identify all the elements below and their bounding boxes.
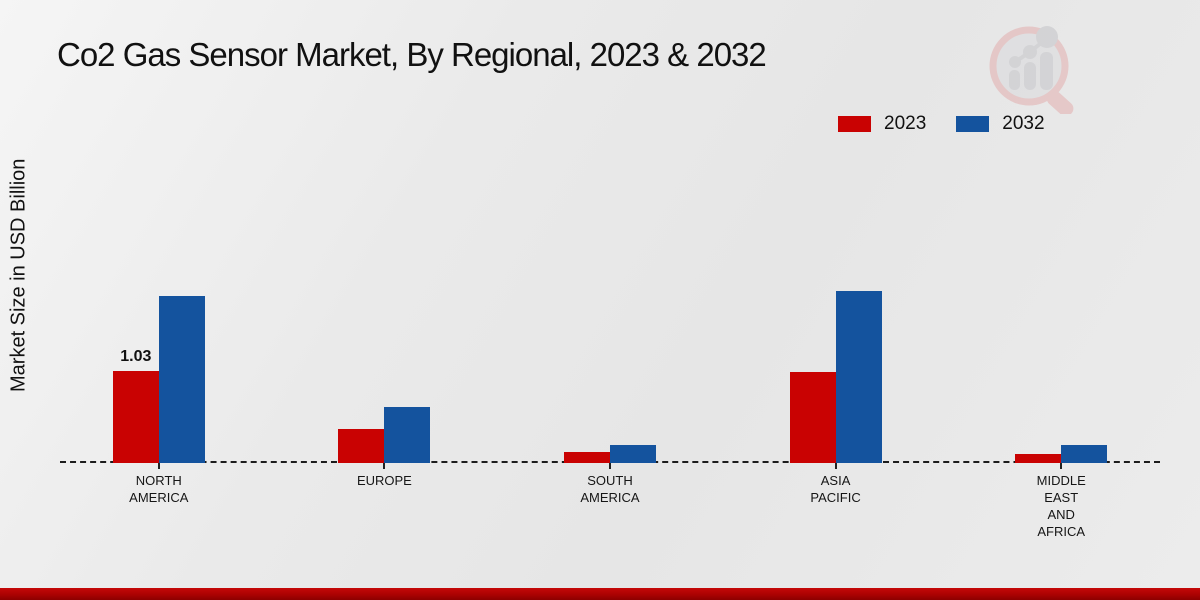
category-label-asia-pacific: ASIA PACIFIC: [810, 473, 861, 505]
x-axis-tick: [1060, 463, 1063, 469]
bar-2023-south-america: [563, 452, 610, 463]
x-axis-tick: [608, 463, 611, 469]
chart-title: Co2 Gas Sensor Market, By Regional, 2023…: [57, 36, 767, 73]
legend-label-2023: 2023: [884, 113, 927, 134]
bar-2023-europe: [338, 429, 385, 463]
legend: 2023 2032: [838, 113, 1045, 135]
bar-2032-europe: [384, 407, 431, 463]
bar-pair: [338, 100, 431, 463]
legend-swatch-2023: [838, 116, 871, 132]
x-axis-tick: [383, 463, 386, 469]
legend-item-2032: 2032: [956, 113, 1045, 135]
category-label-europe: EUROPE: [356, 473, 412, 488]
legend-label-2032: 2032: [1002, 113, 1045, 134]
bar-2032-middle-east-and-africa: [1061, 445, 1108, 463]
magnifier-chart-logo-icon: [989, 26, 1074, 114]
legend-swatch-2032: [956, 116, 990, 132]
category-group-south-america: SOUTH AMERICA: [497, 100, 723, 506]
category-group-asia-pacific: ASIA PACIFIC: [723, 100, 949, 506]
y-axis-label: Market Size in USD Billion: [7, 158, 30, 392]
legend-item-2023: 2023: [838, 113, 926, 135]
category-label-middle-east-and-africa: MIDDLE EAST AND AFRICA: [1036, 473, 1086, 539]
bar-2023-north-america: 1.03: [112, 348, 159, 463]
x-axis-tick: [834, 463, 837, 469]
bar-pair: [563, 100, 656, 463]
data-label-north-america: 1.03: [120, 348, 152, 365]
bar-2032-asia-pacific: [835, 291, 882, 463]
bar-2032-north-america: [158, 296, 205, 463]
bar-2023-asia-pacific: [789, 372, 836, 463]
bar-pair: [789, 100, 882, 463]
category-group-north-america: 1.03 NORTH AMERICA: [46, 100, 272, 506]
x-axis-tick: [157, 463, 160, 469]
category-label-south-america: SOUTH AMERICA: [580, 473, 640, 505]
category-group-europe: EUROPE: [272, 100, 498, 489]
chart-plot-area: 1.03 NORTH AMERICA EUROPE SOUTH AMERICA ASIA PA…: [46, 100, 1174, 540]
footer-accent-strip: [0, 588, 1200, 600]
category-group-middle-east-and-africa: MIDDLE EAST AND AFRICA: [948, 100, 1174, 540]
bar-pair: 1.03: [112, 100, 205, 463]
bar-2023-middle-east-and-africa: [1015, 454, 1062, 463]
bar-pair: [1015, 100, 1108, 463]
category-label-north-america: NORTH AMERICA: [129, 473, 189, 505]
bar-2032-south-america: [609, 445, 656, 463]
